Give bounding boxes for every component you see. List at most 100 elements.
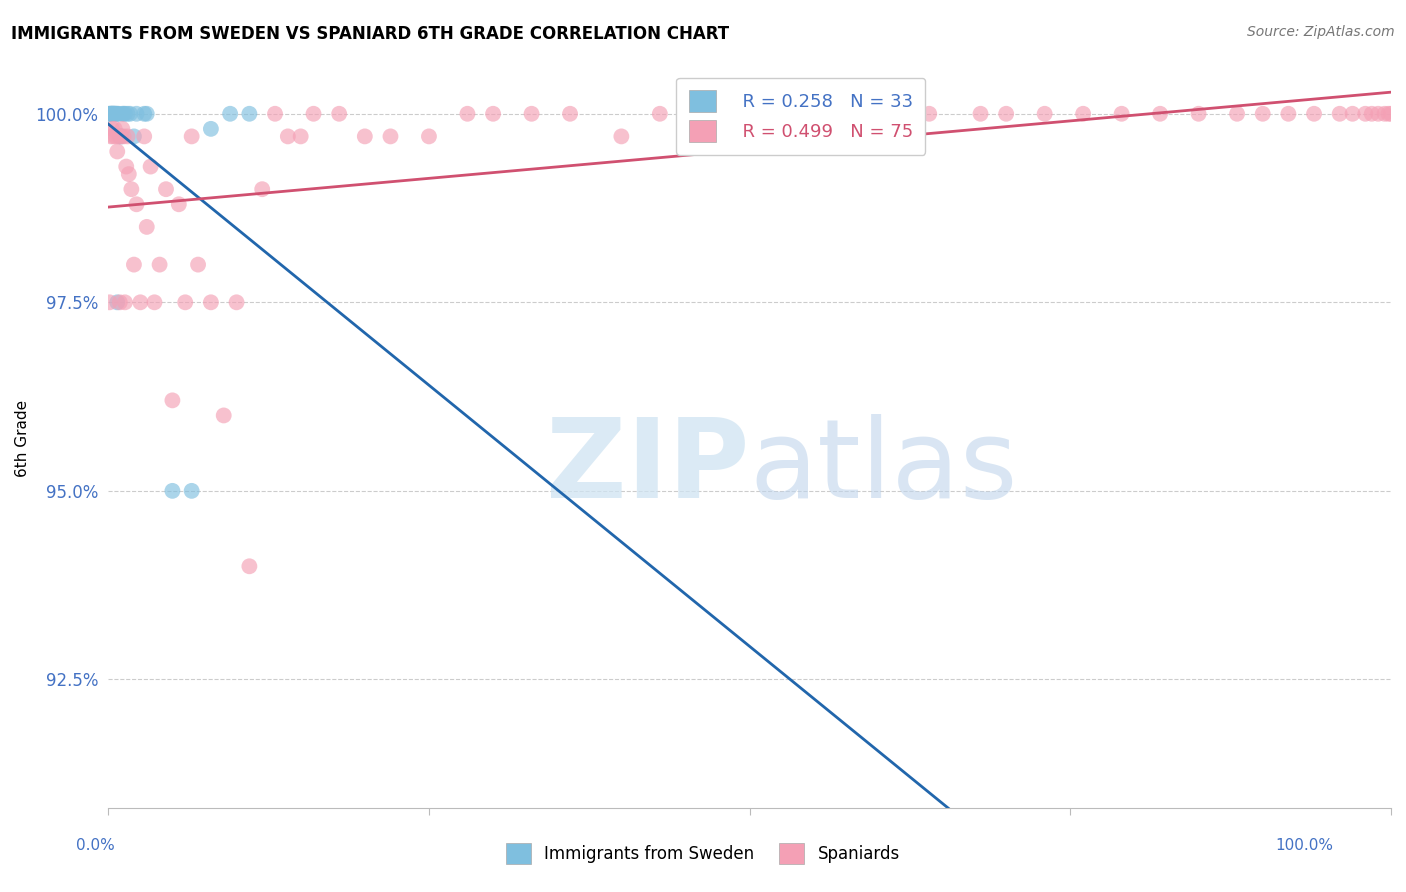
Point <box>104 107 127 121</box>
Point <box>200 121 222 136</box>
Point <box>418 129 440 144</box>
Point <box>117 107 139 121</box>
Point <box>101 107 124 121</box>
Point <box>104 129 127 144</box>
Point <box>302 107 325 121</box>
Point <box>866 107 889 121</box>
Point <box>688 129 710 144</box>
Point <box>120 107 142 121</box>
Point <box>122 129 145 144</box>
Point <box>250 182 273 196</box>
Point <box>841 107 863 121</box>
Point <box>125 107 148 121</box>
Point <box>101 121 124 136</box>
Point <box>112 107 135 121</box>
Point <box>98 107 121 121</box>
Point <box>238 107 260 121</box>
Point <box>238 559 260 574</box>
Y-axis label: 6th Grade: 6th Grade <box>15 400 30 476</box>
Point <box>105 107 128 121</box>
Point <box>104 107 127 121</box>
Point <box>114 295 136 310</box>
Point <box>98 295 121 310</box>
Text: atlas: atlas <box>749 414 1018 521</box>
Text: ZIP: ZIP <box>547 414 749 521</box>
Point <box>162 483 184 498</box>
Point <box>1374 107 1396 121</box>
Point <box>107 129 129 144</box>
Point <box>225 295 247 310</box>
Text: IMMIGRANTS FROM SWEDEN VS SPANIARD 6TH GRADE CORRELATION CHART: IMMIGRANTS FROM SWEDEN VS SPANIARD 6TH G… <box>11 25 730 43</box>
Point <box>104 107 127 121</box>
Point <box>1251 107 1274 121</box>
Point <box>1033 107 1056 121</box>
Point <box>1341 107 1364 121</box>
Text: 0.0%: 0.0% <box>76 838 115 853</box>
Point <box>520 107 543 121</box>
Text: 100.0%: 100.0% <box>1275 838 1334 853</box>
Point <box>610 129 633 144</box>
Point <box>135 107 157 121</box>
Point <box>162 393 184 408</box>
Point <box>219 107 242 121</box>
Point <box>155 182 177 196</box>
Point <box>1111 107 1133 121</box>
Point <box>117 129 139 144</box>
Point <box>264 107 287 121</box>
Point <box>100 107 122 121</box>
Point <box>1367 107 1389 121</box>
Point <box>120 182 142 196</box>
Point <box>1071 107 1094 121</box>
Point <box>105 295 128 310</box>
Legend: Immigrants from Sweden, Spaniards: Immigrants from Sweden, Spaniards <box>499 837 907 871</box>
Point <box>353 129 375 144</box>
Point <box>103 107 125 121</box>
Point <box>111 107 134 121</box>
Point <box>180 129 202 144</box>
Point <box>1303 107 1326 121</box>
Point <box>558 107 581 121</box>
Point <box>1277 107 1299 121</box>
Point <box>456 107 478 121</box>
Point <box>139 160 162 174</box>
Point <box>100 107 122 121</box>
Point <box>115 160 138 174</box>
Point <box>103 107 125 121</box>
Point <box>790 107 813 121</box>
Point <box>100 129 122 144</box>
Point <box>108 295 131 310</box>
Point <box>995 107 1018 121</box>
Point <box>105 145 128 159</box>
Point <box>187 258 209 272</box>
Point <box>174 295 197 310</box>
Point <box>328 107 350 121</box>
Point <box>167 197 190 211</box>
Point <box>1379 107 1402 121</box>
Point <box>122 258 145 272</box>
Point <box>1187 107 1209 121</box>
Point <box>212 409 235 423</box>
Point <box>180 483 202 498</box>
Point <box>1378 107 1400 121</box>
Point <box>482 107 505 121</box>
Point <box>918 107 941 121</box>
Point <box>134 129 156 144</box>
Point <box>129 295 152 310</box>
Point <box>134 107 156 121</box>
Point <box>200 295 222 310</box>
Point <box>1329 107 1351 121</box>
Point <box>1354 107 1376 121</box>
Point <box>112 129 135 144</box>
Point <box>277 129 299 144</box>
Text: Source: ZipAtlas.com: Source: ZipAtlas.com <box>1247 25 1395 39</box>
Point <box>135 219 157 234</box>
Point <box>969 107 991 121</box>
Point <box>108 129 131 144</box>
Point <box>125 197 148 211</box>
Point <box>1149 107 1171 121</box>
Point <box>648 107 671 121</box>
Point <box>104 107 127 121</box>
Point <box>1361 107 1384 121</box>
Point <box>101 107 124 121</box>
Point <box>380 129 402 144</box>
